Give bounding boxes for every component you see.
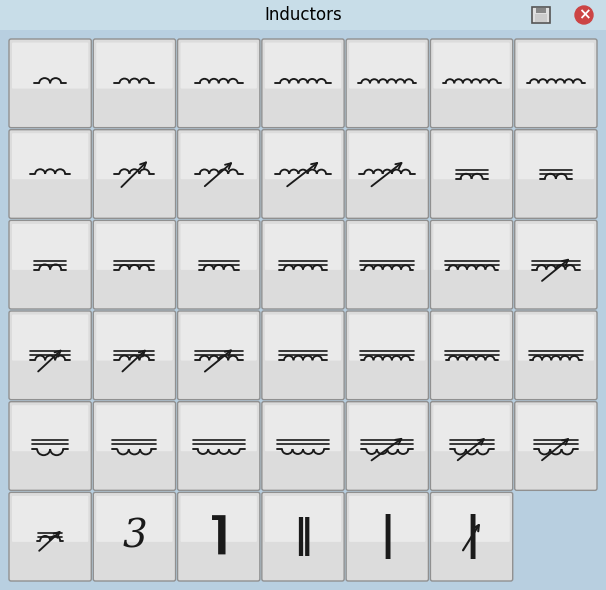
- Text: ⌉: ⌉: [208, 515, 229, 558]
- FancyBboxPatch shape: [536, 8, 546, 13]
- FancyBboxPatch shape: [96, 496, 173, 542]
- FancyBboxPatch shape: [262, 130, 344, 218]
- FancyBboxPatch shape: [349, 224, 425, 270]
- FancyBboxPatch shape: [346, 311, 428, 399]
- FancyBboxPatch shape: [514, 311, 597, 399]
- FancyBboxPatch shape: [9, 402, 92, 490]
- FancyBboxPatch shape: [514, 39, 597, 127]
- FancyBboxPatch shape: [12, 224, 88, 270]
- FancyBboxPatch shape: [262, 402, 344, 490]
- FancyBboxPatch shape: [93, 39, 176, 127]
- FancyBboxPatch shape: [178, 130, 260, 218]
- FancyBboxPatch shape: [96, 133, 173, 179]
- FancyBboxPatch shape: [265, 405, 341, 451]
- FancyBboxPatch shape: [346, 39, 428, 127]
- FancyBboxPatch shape: [433, 405, 510, 451]
- Circle shape: [575, 6, 593, 24]
- FancyBboxPatch shape: [349, 496, 425, 542]
- FancyBboxPatch shape: [430, 311, 513, 399]
- FancyBboxPatch shape: [265, 224, 341, 270]
- FancyBboxPatch shape: [12, 314, 88, 360]
- FancyBboxPatch shape: [9, 39, 92, 127]
- FancyBboxPatch shape: [96, 224, 173, 270]
- FancyBboxPatch shape: [346, 130, 428, 218]
- FancyBboxPatch shape: [518, 314, 594, 360]
- FancyBboxPatch shape: [9, 130, 92, 218]
- FancyBboxPatch shape: [430, 220, 513, 309]
- FancyBboxPatch shape: [96, 42, 173, 88]
- FancyBboxPatch shape: [93, 492, 176, 581]
- FancyBboxPatch shape: [93, 130, 176, 218]
- FancyBboxPatch shape: [181, 314, 257, 360]
- Text: |: |: [379, 514, 395, 559]
- Text: ×: ×: [578, 8, 590, 22]
- FancyBboxPatch shape: [518, 42, 594, 88]
- FancyBboxPatch shape: [181, 224, 257, 270]
- FancyBboxPatch shape: [262, 492, 344, 581]
- FancyBboxPatch shape: [265, 42, 341, 88]
- FancyBboxPatch shape: [96, 405, 173, 451]
- FancyBboxPatch shape: [433, 314, 510, 360]
- FancyBboxPatch shape: [514, 402, 597, 490]
- FancyBboxPatch shape: [518, 133, 594, 179]
- FancyBboxPatch shape: [12, 405, 88, 451]
- FancyBboxPatch shape: [0, 0, 606, 30]
- FancyBboxPatch shape: [96, 314, 173, 360]
- FancyBboxPatch shape: [349, 405, 425, 451]
- FancyBboxPatch shape: [346, 220, 428, 309]
- FancyBboxPatch shape: [433, 224, 510, 270]
- FancyBboxPatch shape: [9, 311, 92, 399]
- FancyBboxPatch shape: [349, 42, 425, 88]
- Text: ‖: ‖: [293, 517, 313, 556]
- FancyBboxPatch shape: [514, 220, 597, 309]
- FancyBboxPatch shape: [262, 311, 344, 399]
- FancyBboxPatch shape: [514, 130, 597, 218]
- FancyBboxPatch shape: [433, 496, 510, 542]
- FancyBboxPatch shape: [430, 402, 513, 490]
- FancyBboxPatch shape: [433, 133, 510, 179]
- FancyBboxPatch shape: [262, 220, 344, 309]
- FancyBboxPatch shape: [346, 402, 428, 490]
- FancyBboxPatch shape: [178, 220, 260, 309]
- FancyBboxPatch shape: [93, 220, 176, 309]
- FancyBboxPatch shape: [178, 39, 260, 127]
- FancyBboxPatch shape: [265, 496, 341, 542]
- Text: 3: 3: [122, 518, 147, 555]
- Text: Inductors: Inductors: [264, 6, 342, 24]
- Text: |: |: [465, 514, 481, 559]
- FancyBboxPatch shape: [12, 496, 88, 542]
- FancyBboxPatch shape: [12, 42, 88, 88]
- FancyBboxPatch shape: [265, 133, 341, 179]
- FancyBboxPatch shape: [346, 492, 428, 581]
- FancyBboxPatch shape: [349, 133, 425, 179]
- FancyBboxPatch shape: [178, 492, 260, 581]
- FancyBboxPatch shape: [349, 314, 425, 360]
- FancyBboxPatch shape: [9, 220, 92, 309]
- FancyBboxPatch shape: [430, 130, 513, 218]
- FancyBboxPatch shape: [181, 133, 257, 179]
- FancyBboxPatch shape: [9, 492, 92, 581]
- FancyBboxPatch shape: [181, 405, 257, 451]
- FancyBboxPatch shape: [93, 402, 176, 490]
- FancyBboxPatch shape: [532, 7, 550, 23]
- FancyBboxPatch shape: [12, 133, 88, 179]
- FancyBboxPatch shape: [433, 42, 510, 88]
- FancyBboxPatch shape: [178, 402, 260, 490]
- FancyBboxPatch shape: [181, 496, 257, 542]
- FancyBboxPatch shape: [430, 492, 513, 581]
- FancyBboxPatch shape: [262, 39, 344, 127]
- FancyBboxPatch shape: [535, 14, 547, 22]
- FancyBboxPatch shape: [518, 405, 594, 451]
- FancyBboxPatch shape: [181, 42, 257, 88]
- FancyBboxPatch shape: [93, 311, 176, 399]
- FancyBboxPatch shape: [265, 314, 341, 360]
- FancyBboxPatch shape: [430, 39, 513, 127]
- FancyBboxPatch shape: [518, 224, 594, 270]
- FancyBboxPatch shape: [178, 311, 260, 399]
